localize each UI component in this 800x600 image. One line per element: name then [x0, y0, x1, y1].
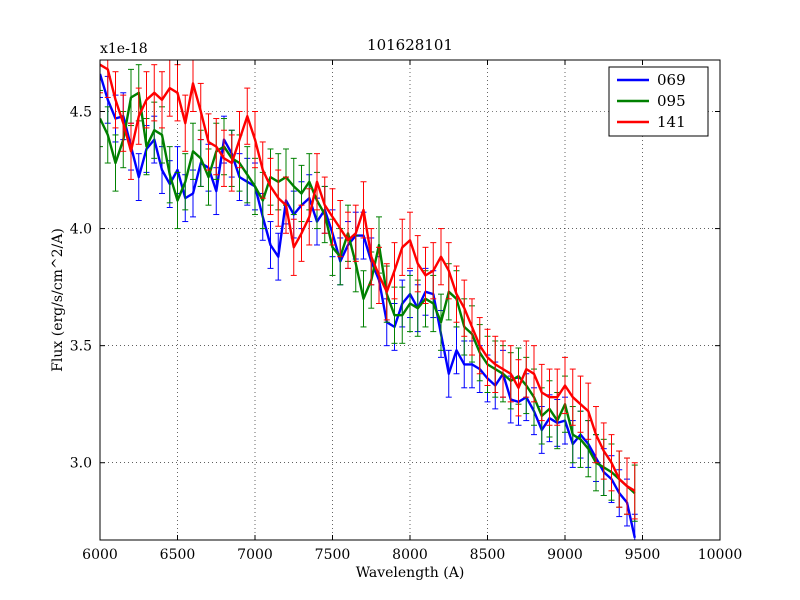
series-141 — [100, 60, 638, 520]
x-tick-label: 7000 — [237, 547, 273, 563]
offset-label: x1e-18 — [100, 41, 148, 57]
x-tick-label: 6000 — [82, 547, 118, 563]
series-line-095 — [100, 91, 636, 495]
x-tick-label: 6500 — [160, 547, 196, 563]
y-tick-label: 3.5 — [70, 339, 92, 355]
series-line-141 — [100, 63, 636, 492]
legend-label-095: 095 — [657, 92, 686, 110]
y-tick-label: 4.0 — [70, 222, 92, 238]
x-tick-label: 9500 — [625, 547, 661, 563]
y-tick-label: 4.5 — [70, 105, 92, 121]
x-tick-label: 10000 — [698, 547, 743, 563]
x-tick-label: 7500 — [315, 547, 351, 563]
legend: 069 095 141 — [608, 66, 709, 137]
grid-lines — [100, 60, 720, 540]
x-axis-title: Wavelength (A) — [356, 565, 465, 581]
y-tick-label: 3.0 — [70, 456, 92, 472]
x-tick-label: 9000 — [547, 547, 583, 563]
chart-title: 101628101 — [367, 36, 453, 54]
legend-label-141: 141 — [657, 113, 686, 131]
axis-ticks: 6000 6500 7000 7500 8000 8500 9000 9500 10000 3.0… — [70, 60, 743, 563]
x-tick-label: 8000 — [392, 547, 428, 563]
legend-label-069: 069 — [657, 71, 686, 89]
x-tick-label: 8500 — [470, 547, 506, 563]
y-axis-title: Flux (erg/s/cm^2/A) — [50, 228, 66, 372]
data-series — [100, 60, 638, 540]
series-line-069 — [100, 73, 636, 538]
